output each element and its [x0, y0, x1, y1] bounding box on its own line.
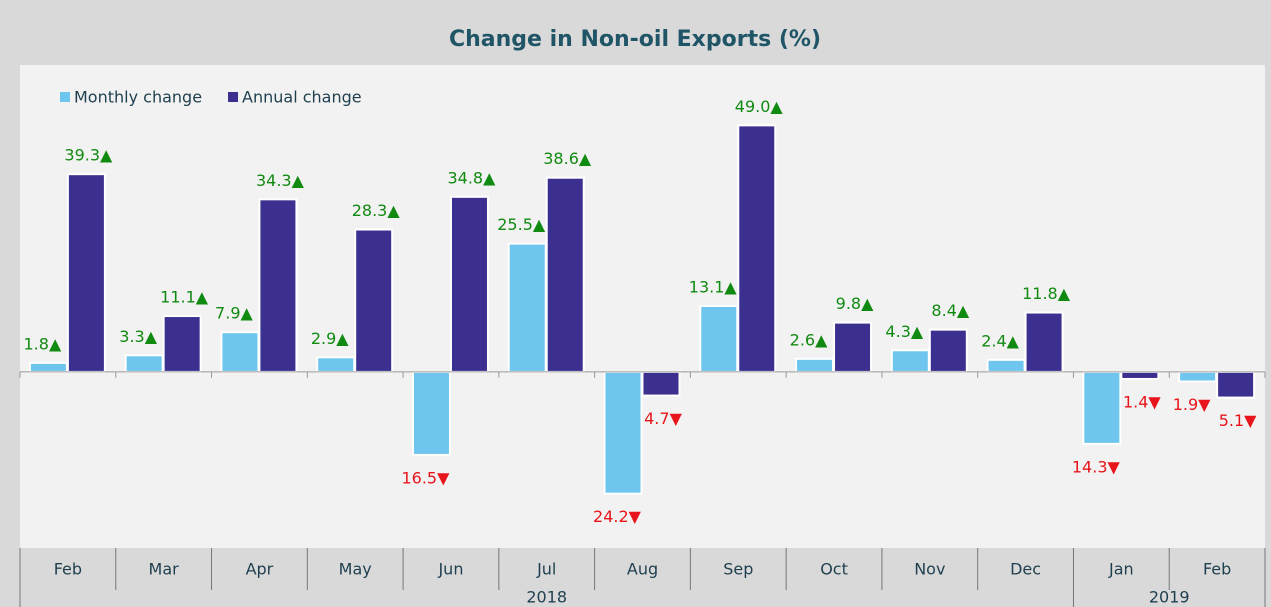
bar	[258, 198, 298, 373]
x-tick-label: Jun	[437, 560, 463, 579]
data-label: 1.8▲	[24, 334, 62, 353]
bar	[545, 176, 585, 373]
data-label: 7.9▲	[215, 304, 253, 323]
data-label: 1.9▼	[1173, 395, 1211, 414]
x-tick-label: Nov	[914, 560, 945, 579]
bar	[411, 370, 451, 456]
bar	[1082, 370, 1122, 445]
data-label: 38.6▲	[543, 149, 592, 168]
data-label: 4.3▲	[885, 322, 923, 341]
legend-swatch	[228, 92, 239, 102]
bar	[928, 328, 968, 373]
legend-swatch	[60, 92, 70, 102]
x-tick-label: Sep	[723, 560, 753, 579]
bar	[354, 228, 394, 373]
data-label: 9.8▲	[836, 294, 874, 313]
bar	[28, 361, 68, 373]
data-label: 2.9▲	[311, 329, 349, 348]
bar	[1178, 370, 1218, 383]
bar	[986, 358, 1026, 373]
bar	[795, 357, 835, 373]
x-tick-label: Feb	[1203, 560, 1231, 579]
data-label: 3.3▲	[119, 327, 157, 346]
year-label: 2018	[526, 588, 567, 607]
data-label: 2.6▲	[790, 330, 828, 349]
x-tick-label: Feb	[54, 560, 82, 579]
data-label: 13.1▲	[689, 277, 738, 296]
data-label: 24.2▼	[593, 507, 642, 526]
data-label: 11.8▲	[1022, 284, 1071, 303]
bar	[699, 304, 739, 373]
bar	[124, 354, 164, 373]
bar	[1120, 370, 1160, 380]
data-label: 16.5▼	[401, 468, 450, 487]
x-tick-label: Aug	[627, 560, 658, 579]
x-tick-label: Jan	[1108, 560, 1134, 579]
data-label: 2.4▲	[981, 331, 1019, 350]
x-tick-label: Jul	[536, 560, 556, 579]
bar	[603, 370, 643, 495]
bar	[162, 315, 202, 373]
data-label: 39.3▲	[64, 146, 113, 165]
bar	[737, 124, 777, 373]
data-label: 49.0▲	[735, 97, 784, 116]
bar	[833, 321, 873, 373]
bar	[890, 349, 930, 373]
bar	[316, 356, 356, 373]
bar	[66, 173, 106, 373]
bar	[641, 370, 681, 397]
data-label: 4.7▼	[644, 409, 682, 428]
data-label: 1.4▼	[1123, 392, 1161, 411]
chart-title: Change in Non-oil Exports (%)	[449, 27, 821, 52]
x-tick-label: Apr	[246, 560, 274, 579]
bar	[220, 331, 260, 373]
data-label: 11.1▲	[160, 288, 209, 307]
data-label: 28.3▲	[352, 201, 401, 220]
data-label: 34.3▲	[256, 171, 305, 190]
bar	[449, 195, 489, 373]
legend-label: Annual change	[242, 88, 362, 107]
bar	[1024, 311, 1064, 373]
data-label: 8.4▲	[931, 301, 969, 320]
x-tick-label: Mar	[149, 560, 180, 579]
data-label: 25.5▲	[497, 215, 546, 234]
data-label: 14.3▼	[1072, 457, 1121, 476]
bar	[1216, 370, 1256, 399]
x-tick-label: May	[339, 560, 372, 579]
bar	[507, 242, 547, 373]
year-label: 2019	[1149, 588, 1190, 607]
legend-label: Monthly change	[74, 88, 202, 107]
x-tick-label: Dec	[1010, 560, 1041, 579]
x-tick-label: Oct	[820, 560, 848, 579]
data-label: 5.1▼	[1219, 411, 1257, 430]
data-label: 34.8▲	[447, 168, 496, 187]
